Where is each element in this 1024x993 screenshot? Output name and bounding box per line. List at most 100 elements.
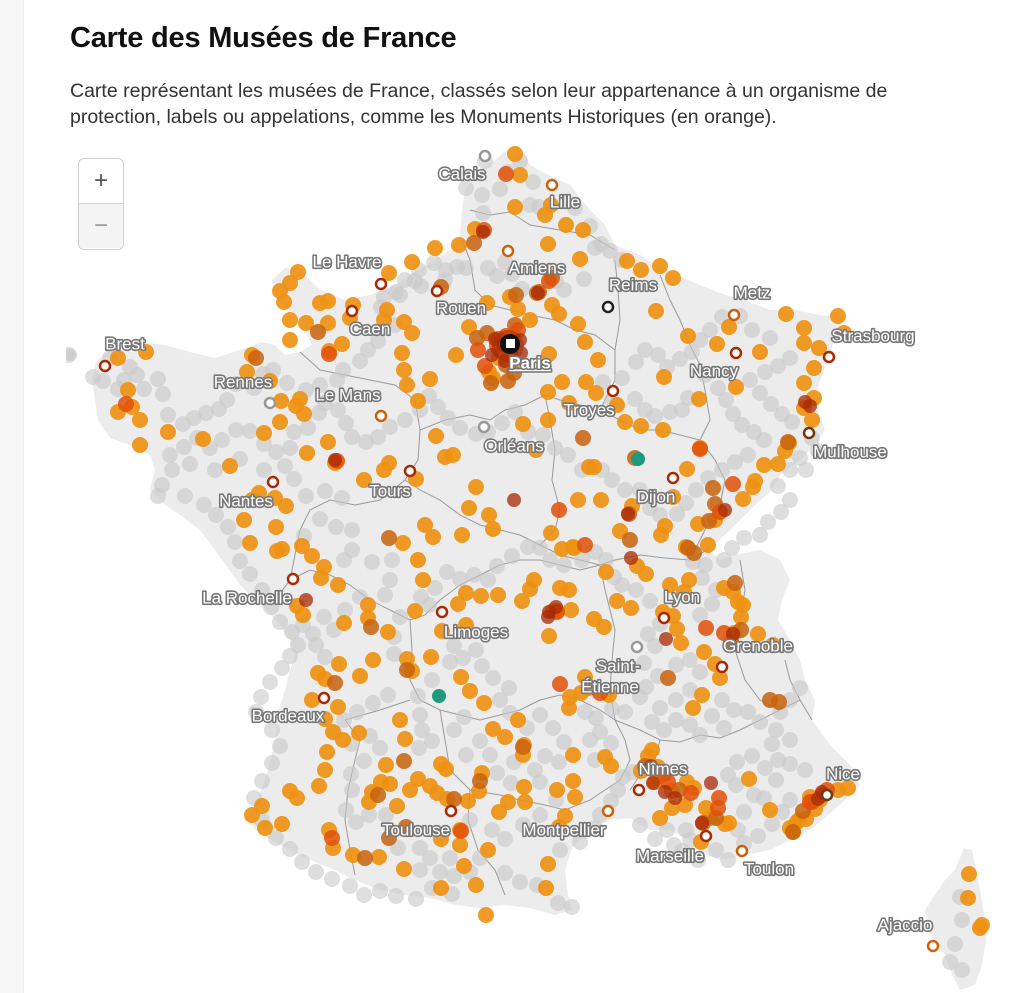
museum-marker[interactable]: [446, 791, 462, 807]
museum-marker[interactable]: [515, 817, 531, 833]
museum-marker[interactable]: [577, 704, 593, 720]
museum-marker[interactable]: [242, 535, 258, 551]
museum-marker[interactable]: [537, 748, 553, 764]
museum-marker[interactable]: [330, 577, 346, 593]
museum-marker[interactable]: [733, 609, 749, 625]
museum-marker[interactable]: [458, 180, 474, 196]
museum-marker[interactable]: [404, 254, 420, 270]
museum-marker[interactable]: [286, 424, 302, 440]
museum-marker[interactable]: [742, 372, 758, 388]
museum-marker[interactable]: [466, 567, 482, 583]
museum-marker[interactable]: [552, 842, 568, 858]
museum-marker[interactable]: [574, 552, 590, 568]
museum-marker[interactable]: [256, 436, 272, 452]
museum-marker[interactable]: [507, 146, 523, 162]
museum-marker[interactable]: [461, 500, 477, 516]
museum-marker[interactable]: [282, 440, 298, 456]
city-marker[interactable]: [606, 384, 620, 398]
museum-marker[interactable]: [475, 205, 491, 221]
museum-marker[interactable]: [797, 762, 813, 778]
museum-marker[interactable]: [628, 582, 644, 598]
museum-marker[interactable]: [680, 328, 696, 344]
museum-marker[interactable]: [300, 420, 316, 436]
museum-marker[interactable]: [349, 704, 365, 720]
museum-marker[interactable]: [458, 585, 474, 601]
museum-marker[interactable]: [741, 771, 757, 787]
museum-marker[interactable]: [268, 444, 284, 460]
museum-marker[interactable]: [752, 385, 768, 401]
museum-marker[interactable]: [750, 626, 766, 642]
museum-marker[interactable]: [588, 385, 604, 401]
city-marker[interactable]: [820, 788, 834, 802]
museum-marker[interactable]: [399, 377, 415, 393]
museum-marker[interactable]: [423, 649, 439, 665]
museum-marker[interactable]: [474, 658, 490, 674]
museum-marker[interactable]: [452, 420, 468, 436]
museum-marker[interactable]: [517, 794, 533, 810]
museum-marker[interactable]: [415, 572, 431, 588]
museum-marker[interactable]: [647, 831, 663, 847]
museum-marker[interactable]: [552, 676, 568, 692]
museum-marker[interactable]: [208, 507, 224, 523]
museum-marker[interactable]: [668, 657, 684, 673]
museum-marker[interactable]: [541, 628, 557, 644]
museum-marker[interactable]: [232, 553, 248, 569]
museum-marker[interactable]: [412, 840, 428, 856]
museum-marker[interactable]: [644, 714, 660, 730]
museum-marker[interactable]: [498, 166, 514, 182]
museum-marker[interactable]: [538, 880, 554, 896]
museum-marker[interactable]: [676, 584, 692, 600]
museum-marker[interactable]: [682, 682, 698, 698]
museum-marker[interactable]: [792, 450, 808, 466]
museum-marker[interactable]: [638, 679, 654, 695]
museum-marker[interactable]: [700, 537, 716, 553]
museum-marker[interactable]: [462, 812, 478, 828]
museum-marker[interactable]: [290, 637, 306, 653]
museum-marker[interactable]: [330, 402, 346, 418]
museum-marker[interactable]: [342, 878, 358, 894]
museum-marker[interactable]: [782, 492, 798, 508]
museum-marker[interactable]: [666, 837, 682, 853]
museum-marker[interactable]: [248, 350, 264, 366]
museum-marker[interactable]: [404, 325, 420, 341]
museum-marker[interactable]: [360, 342, 376, 358]
museum-marker[interactable]: [483, 375, 499, 391]
museum-marker[interactable]: [587, 820, 603, 836]
museum-marker[interactable]: [317, 711, 333, 727]
museum-marker[interactable]: [540, 236, 556, 252]
museum-marker[interactable]: [655, 422, 671, 438]
museum-marker[interactable]: [576, 271, 592, 287]
museum-marker[interactable]: [637, 342, 653, 358]
museum-marker[interactable]: [392, 609, 408, 625]
museum-marker[interactable]: [735, 597, 751, 613]
museum-marker[interactable]: [364, 554, 380, 570]
city-marker[interactable]: [430, 284, 444, 298]
museum-marker[interactable]: [432, 864, 448, 880]
museum-marker[interactable]: [402, 782, 418, 798]
museum-marker[interactable]: [277, 458, 293, 474]
museum-marker[interactable]: [160, 424, 176, 440]
museum-marker[interactable]: [294, 538, 310, 554]
museum-marker[interactable]: [136, 381, 152, 397]
museum-marker[interactable]: [370, 787, 386, 803]
museum-marker[interactable]: [673, 635, 689, 651]
museum-marker[interactable]: [286, 471, 302, 487]
museum-marker[interactable]: [182, 456, 198, 472]
museum-marker[interactable]: [412, 707, 428, 723]
museum-marker[interactable]: [603, 758, 619, 774]
museum-marker[interactable]: [344, 522, 360, 538]
museum-marker[interactable]: [334, 336, 350, 352]
museum-marker[interactable]: [262, 373, 278, 389]
museum-marker[interactable]: [274, 816, 290, 832]
museum-marker[interactable]: [740, 447, 756, 463]
museum-marker[interactable]: [796, 320, 812, 336]
museum-marker[interactable]: [652, 258, 668, 274]
museum-marker[interactable]: [540, 384, 556, 400]
museum-marker[interactable]: [830, 308, 846, 324]
museum-marker[interactable]: [328, 519, 344, 535]
museum-marker[interactable]: [656, 369, 672, 385]
museum-marker[interactable]: [344, 429, 360, 445]
museum-marker[interactable]: [656, 722, 672, 738]
museum-marker[interactable]: [468, 642, 484, 658]
museum-marker[interactable]: [372, 883, 388, 899]
